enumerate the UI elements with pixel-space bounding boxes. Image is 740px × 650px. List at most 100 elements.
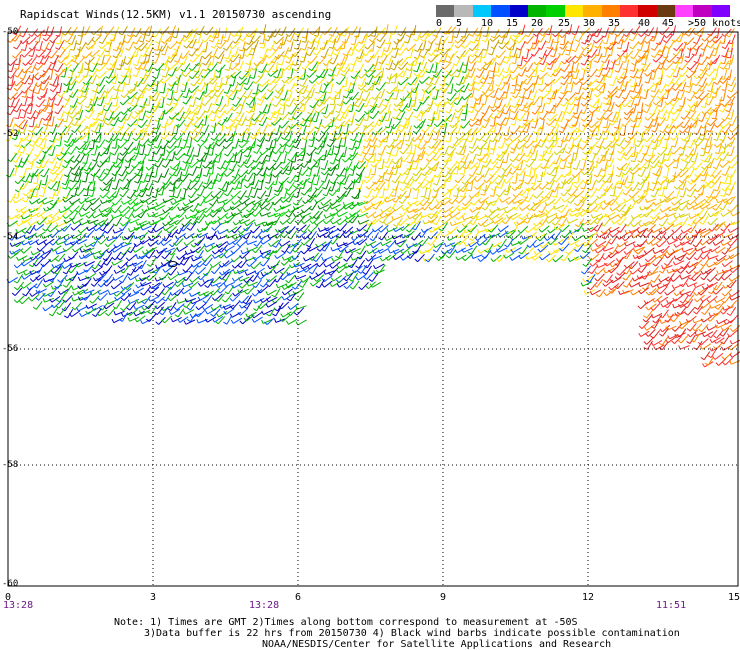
wind-barb-flag — [315, 127, 320, 130]
wind-barb-flag — [474, 109, 479, 113]
wind-barb — [157, 173, 163, 183]
wind-barb — [553, 89, 558, 100]
wind-barb-flag — [243, 184, 248, 189]
wind-barb — [449, 162, 458, 171]
wind-barb — [113, 116, 120, 127]
wind-barb — [456, 95, 463, 105]
wind-barb — [379, 115, 384, 126]
wind-barb — [42, 186, 47, 197]
wind-barb — [708, 96, 715, 106]
wind-barb — [462, 138, 468, 148]
wind-barb — [619, 145, 628, 154]
wind-barb-flag — [397, 33, 402, 37]
wind-barb — [470, 180, 474, 191]
wind-barb — [611, 25, 617, 35]
wind-barb — [296, 61, 302, 72]
wind-barb — [459, 75, 464, 86]
wind-barb-flag — [348, 157, 352, 161]
wind-barb-flag — [322, 187, 327, 190]
wind-barb — [298, 85, 306, 94]
wind-barb-flag — [49, 61, 54, 65]
wind-barb — [241, 132, 245, 143]
wind-barb — [206, 26, 214, 36]
wind-barb — [554, 40, 560, 51]
wind-barb — [688, 122, 692, 133]
wind-barb — [424, 124, 432, 133]
wind-barb — [86, 161, 92, 172]
wind-barb — [506, 74, 512, 85]
wind-barb — [141, 101, 146, 112]
wind-barb-flag — [145, 39, 150, 43]
wind-barb — [549, 133, 556, 143]
wind-barb — [204, 97, 212, 107]
wind-barb — [228, 89, 236, 98]
wind-barb-flag — [552, 33, 556, 38]
wind-barb-flag — [250, 95, 254, 99]
wind-barb-flag — [132, 137, 137, 142]
wind-barb-flag — [315, 81, 319, 85]
wind-barb-flag — [565, 49, 571, 52]
wind-barb-flag — [224, 153, 228, 157]
wind-barb — [672, 97, 681, 106]
wind-barb — [667, 160, 676, 168]
wind-barb — [338, 103, 344, 113]
wind-barb — [555, 67, 562, 77]
wind-barb — [479, 115, 484, 126]
wind-barb-flag — [544, 165, 549, 169]
wind-barb-flag — [399, 124, 404, 128]
wind-barb-flag — [209, 89, 214, 93]
wind-barb — [269, 139, 273, 150]
wind-barb — [287, 76, 296, 85]
wind-barb-flag — [145, 132, 150, 137]
wind-barb — [245, 42, 254, 51]
wind-barb-flag — [83, 141, 88, 143]
wind-barb-flag — [307, 194, 312, 198]
wind-barb-flag — [483, 179, 487, 183]
wind-barb-flag — [495, 166, 500, 169]
wind-barb — [652, 155, 660, 164]
wind-barb — [563, 34, 567, 45]
wind-barb-flag — [55, 73, 59, 77]
wind-barb-flag — [315, 138, 320, 142]
wind-barb — [17, 108, 22, 119]
wind-barb-flag — [259, 46, 264, 49]
wind-barb-flag — [621, 172, 626, 176]
wind-barb — [409, 68, 413, 79]
wind-barb-flag — [655, 164, 660, 168]
wind-barb-flag — [473, 178, 478, 183]
wind-barb-flag — [629, 167, 633, 171]
wind-barb-flag — [662, 56, 667, 59]
wind-barb — [462, 145, 467, 156]
wind-barb-flag — [559, 167, 564, 170]
wind-barb — [399, 111, 406, 121]
wind-barb-flag — [529, 98, 534, 101]
wind-barb — [168, 116, 176, 126]
wind-barb-flag — [327, 173, 332, 177]
wind-barb — [596, 98, 600, 109]
wind-barb — [197, 181, 204, 191]
wind-barb — [589, 174, 593, 185]
wind-barb — [388, 73, 392, 84]
wind-barb-flag — [361, 40, 366, 43]
wind-barb — [365, 158, 370, 169]
wind-barb — [730, 137, 736, 147]
wind-barb — [77, 166, 84, 177]
wind-barb — [156, 68, 161, 79]
wind-barb-flag — [19, 77, 24, 80]
wind-barb — [317, 93, 325, 102]
wind-barb — [360, 146, 366, 156]
wind-barb — [484, 118, 491, 129]
wind-barb — [534, 173, 538, 185]
wind-barb-flag — [210, 194, 215, 199]
wind-barb-flag — [652, 172, 657, 176]
wind-barb — [359, 167, 366, 177]
wind-barb-flag — [278, 151, 283, 154]
wind-barb — [486, 57, 495, 66]
wind-barb — [479, 63, 488, 72]
wind-barb-flag — [90, 153, 95, 156]
wind-barb-flag — [502, 97, 507, 99]
wind-barb — [246, 81, 254, 91]
wind-barb — [589, 54, 598, 63]
wind-barb-flag — [104, 122, 109, 126]
color-swatch — [583, 5, 602, 17]
